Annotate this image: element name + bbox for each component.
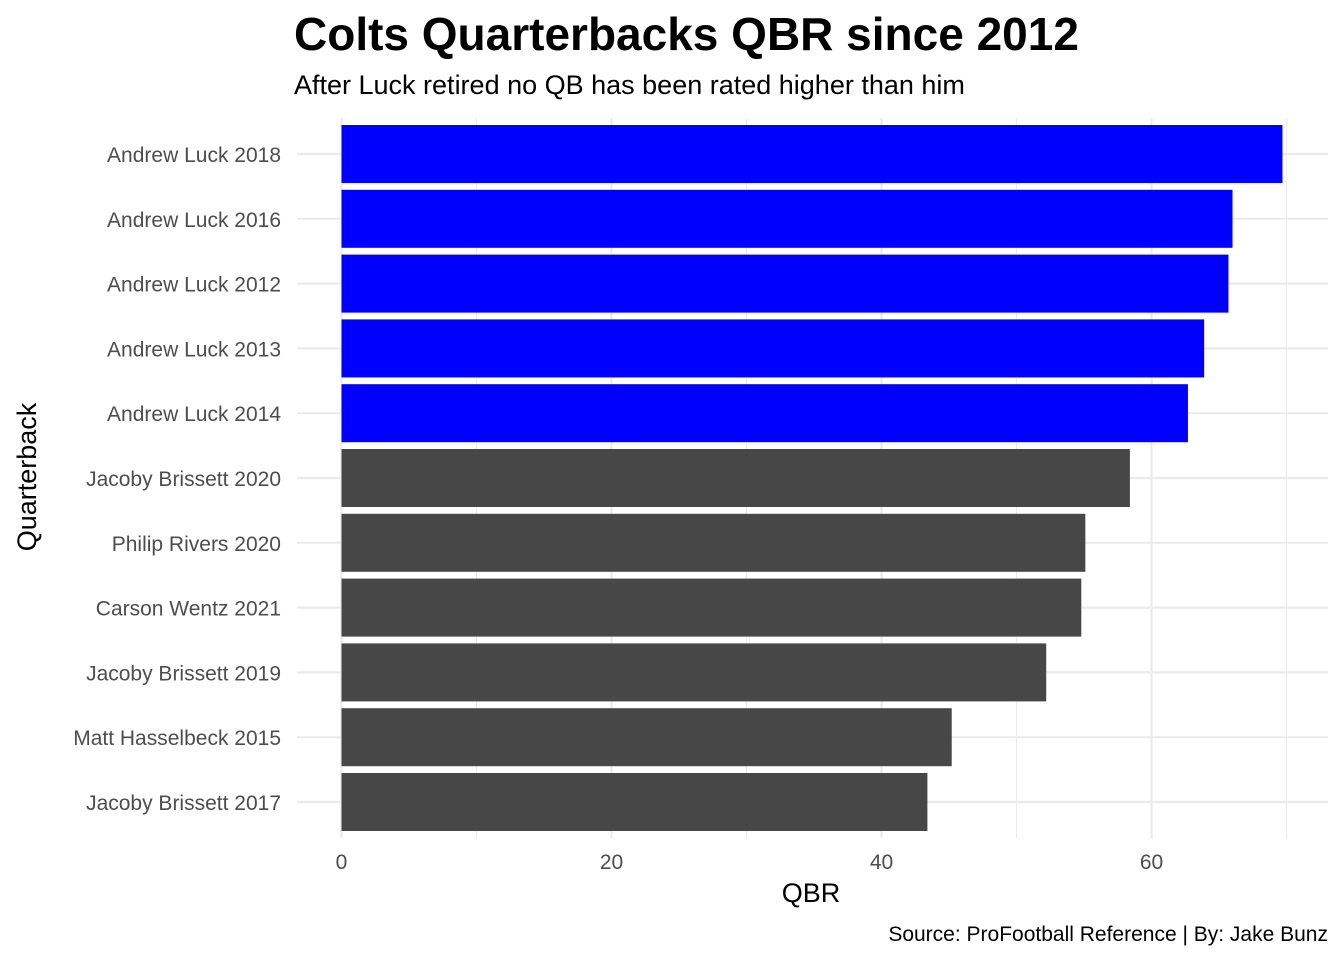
- bar: [341, 125, 1283, 183]
- y-tick-label: Matt Hasselbeck 2015: [73, 727, 281, 750]
- chart-title: Colts Quarterbacks QBR since 2012: [294, 8, 1079, 60]
- y-tick-label: Philip Rivers 2020: [112, 533, 281, 556]
- y-tick-label: Carson Wentz 2021: [96, 598, 281, 621]
- chart-subtitle: After Luck retired no QB has been rated …: [294, 70, 965, 100]
- y-axis-title: Quarterback: [12, 402, 42, 551]
- bar: [341, 578, 1082, 637]
- bar: [341, 319, 1205, 378]
- bar: [341, 708, 952, 767]
- x-axis-title: QBR: [782, 878, 841, 908]
- bar: [341, 773, 928, 831]
- bar: [341, 384, 1188, 443]
- y-axis-tick-labels: Andrew Luck 2018 Andrew Luck 2016 Andrew L…: [73, 144, 281, 815]
- y-tick-label: Jacoby Brissett 2017: [86, 792, 281, 815]
- bar: [341, 513, 1086, 572]
- x-axis-tick-labels: 0 20 40 60: [336, 851, 1164, 874]
- x-tick-label: 0: [336, 851, 348, 874]
- x-tick-label: 20: [600, 851, 623, 874]
- y-tick-label: Andrew Luck 2012: [107, 274, 281, 297]
- x-tick-label: 40: [870, 851, 893, 874]
- y-tick-label: Andrew Luck 2016: [107, 209, 281, 232]
- bar: [341, 449, 1130, 507]
- y-tick-label: Andrew Luck 2018: [107, 144, 281, 167]
- y-tick-label: Jacoby Brissett 2020: [86, 468, 281, 491]
- x-tick-label: 60: [1140, 851, 1163, 874]
- bar: [341, 643, 1047, 702]
- bars: [341, 125, 1283, 831]
- y-tick-label: Jacoby Brissett 2019: [86, 662, 281, 685]
- y-tick-label: Andrew Luck 2014: [107, 403, 281, 426]
- bar: [341, 254, 1229, 313]
- bar: [341, 189, 1233, 248]
- y-tick-label: Andrew Luck 2013: [107, 338, 281, 361]
- chart-caption: Source: ProFootball Reference | By: Jake…: [888, 923, 1328, 946]
